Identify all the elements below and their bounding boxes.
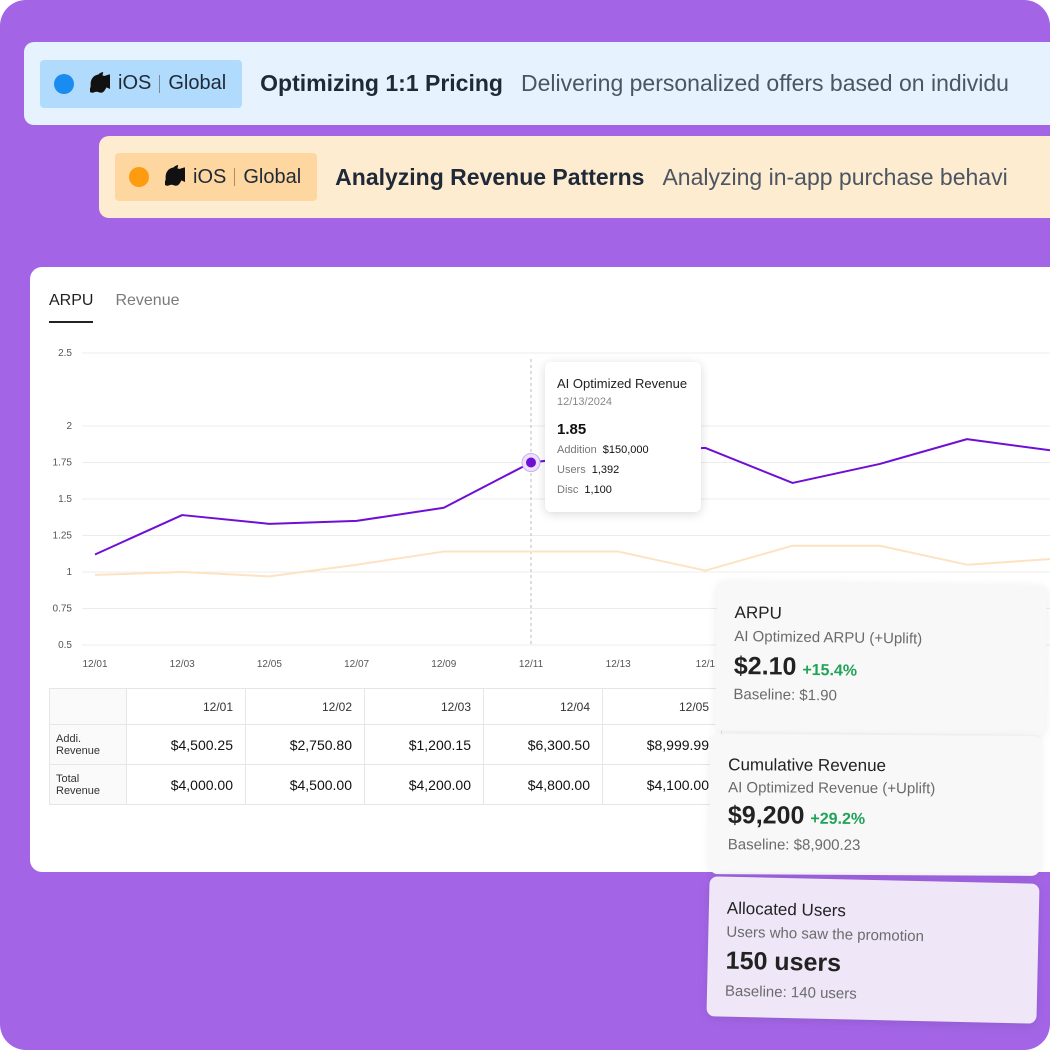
tooltip-disc: Disc 1,100 bbox=[557, 484, 612, 496]
table-cell: $4,500.25 bbox=[126, 724, 246, 765]
tooltip-users-label: Users bbox=[557, 464, 586, 476]
tooltip-date: 12/13/2024 bbox=[557, 396, 613, 408]
x-tick-label: 12/05 bbox=[257, 659, 282, 670]
y-tick-label: 0.5 bbox=[58, 640, 72, 651]
table-cell: $1,200.15 bbox=[364, 724, 484, 765]
divider bbox=[234, 168, 236, 186]
x-tick-label: 12/09 bbox=[431, 659, 456, 670]
table-column-header: 12/04 bbox=[483, 688, 603, 725]
chart-tooltip: AI Optimized Revenue 12/13/2024 1.85 Add… bbox=[545, 362, 701, 512]
platform-pill: iOS Global bbox=[40, 59, 243, 108]
apple-logo-icon bbox=[90, 71, 110, 93]
table-cell: $4,200.00 bbox=[364, 764, 484, 805]
highlight-point bbox=[526, 457, 536, 468]
tab-arpu[interactable]: ARPU bbox=[49, 292, 94, 323]
stat-uplift: +15.4% bbox=[802, 661, 858, 680]
table-cell: $4,500.00 bbox=[245, 764, 365, 805]
table-row: Total Revenue $4,000.00 $4,500.00 $4,200… bbox=[49, 764, 722, 805]
x-tick-label: 12/01 bbox=[82, 659, 107, 670]
table-cell: $6,300.50 bbox=[483, 724, 603, 765]
tooltip-addition: Addition $150,000 bbox=[557, 444, 649, 456]
x-tick-label: 12/03 bbox=[170, 659, 195, 670]
y-tick-label: 1.5 bbox=[58, 494, 72, 505]
stat-value: $9,200 +29.2% bbox=[728, 801, 865, 831]
platform-label: iOS bbox=[193, 165, 227, 188]
table-column-header: 12/02 bbox=[245, 688, 365, 725]
y-tick-label: 1.25 bbox=[53, 531, 73, 542]
apple-logo-icon bbox=[165, 165, 185, 186]
x-tick-label: 12/13 bbox=[606, 659, 631, 670]
revenue-table: 12/01 12/02 12/03 12/04 12/05 Addi. Reve… bbox=[49, 688, 722, 805]
table-cell: $4,800.00 bbox=[483, 764, 603, 805]
banner-title: Analyzing Revenue Patterns bbox=[335, 163, 645, 190]
stat-subtitle: Users who saw the promotion bbox=[726, 923, 925, 946]
tooltip-title: AI Optimized Revenue bbox=[557, 376, 688, 391]
allocated-users-stat-card: Allocated Users Users who saw the promot… bbox=[706, 876, 1040, 1024]
stat-title: ARPU bbox=[734, 602, 782, 623]
stat-title: Allocated Users bbox=[726, 898, 847, 921]
row-label: Addi. Revenue bbox=[49, 724, 127, 765]
x-tick-label: 12/07 bbox=[344, 659, 369, 670]
status-banner-pricing: iOS Global Optimizing 1:1 Pricing Delive… bbox=[24, 42, 1050, 125]
platform-label: iOS bbox=[118, 72, 152, 94]
tooltip-disc-value: 1,100 bbox=[584, 484, 612, 496]
table-column-header: 12/03 bbox=[364, 688, 484, 725]
stat-value: 150 users bbox=[725, 946, 842, 978]
tooltip-addition-label: Addition bbox=[557, 444, 597, 456]
y-tick-label: 1 bbox=[66, 567, 72, 578]
divider bbox=[159, 74, 161, 93]
tab-revenue[interactable]: Revenue bbox=[115, 292, 180, 309]
y-tick-label: 1.75 bbox=[53, 458, 73, 469]
table-cell: $4,000.00 bbox=[126, 764, 246, 805]
tooltip-value: 1.85 bbox=[557, 421, 587, 438]
table-cell: $2,750.80 bbox=[245, 724, 365, 765]
tooltip-users-value: 1,392 bbox=[591, 464, 620, 476]
status-banner-revenue: iOS Global Analyzing Revenue Patterns An… bbox=[99, 136, 1050, 218]
chart-card: ARPU Revenue 2.5 2 1.75 1.5 1.25 1 0.75 0.5 12/0… bbox=[30, 267, 1050, 872]
x-tick-label: 12/1 bbox=[696, 659, 716, 670]
platform-pill: iOS Global bbox=[115, 153, 318, 201]
y-tick-label: 2 bbox=[66, 421, 72, 432]
row-label: Total Revenue bbox=[49, 764, 127, 805]
x-tick-label: 12/11 bbox=[519, 659, 544, 670]
tooltip-addition-value: $150,000 bbox=[602, 444, 649, 456]
stat-subtitle: AI Optimized Revenue (+Uplift) bbox=[728, 779, 936, 798]
banner-title: Optimizing 1:1 Pricing bbox=[260, 70, 503, 96]
status-dot-icon bbox=[54, 73, 74, 94]
banner-description: Analyzing in-app purchase behavi bbox=[662, 163, 1008, 190]
table-column-header: 12/05 bbox=[602, 688, 722, 725]
stat-title: Cumulative Revenue bbox=[728, 755, 887, 776]
y-tick-label: 0.75 bbox=[53, 604, 73, 615]
tooltip-disc-label: Disc bbox=[557, 484, 579, 496]
y-tick-label: 2.5 bbox=[58, 348, 72, 359]
banner-description: Delivering personalized offers based on … bbox=[520, 70, 1009, 96]
tooltip-users: Users 1,392 bbox=[557, 464, 619, 476]
stat-value-text: $9,200 bbox=[727, 801, 805, 830]
stat-baseline: Baseline: $8,900.23 bbox=[727, 836, 861, 854]
table-corner bbox=[49, 688, 127, 725]
region-label: Global bbox=[168, 72, 227, 94]
cumulative-revenue-stat-card: Cumulative Revenue AI Optimized Revenue … bbox=[709, 734, 1041, 876]
stat-value-text: $2.10 bbox=[733, 651, 797, 681]
stat-baseline: Baseline: 140 users bbox=[724, 982, 857, 1003]
stat-baseline: Baseline: $1.90 bbox=[733, 685, 838, 705]
table-row: Addi. Revenue $4,500.25 $2,750.80 $1,200… bbox=[49, 724, 722, 765]
table-header-row: 12/01 12/02 12/03 12/04 12/05 bbox=[49, 688, 722, 725]
stat-subtitle: AI Optimized ARPU (+Uplift) bbox=[734, 627, 923, 648]
region-label: Global bbox=[243, 165, 302, 188]
chart-tabs: ARPU Revenue bbox=[49, 292, 202, 323]
stat-uplift: +29.2% bbox=[810, 810, 866, 828]
stat-value: $2.10 +15.4% bbox=[734, 652, 858, 683]
table-cell: $4,100.00 bbox=[602, 764, 722, 805]
table-cell: $8,999.99 bbox=[602, 724, 722, 765]
table-column-header: 12/01 bbox=[126, 688, 246, 725]
status-dot-icon bbox=[129, 167, 149, 187]
series-line bbox=[94, 544, 1050, 578]
arpu-stat-card: ARPU AI Optimized ARPU (+Uplift) $2.10 +1… bbox=[714, 580, 1048, 736]
